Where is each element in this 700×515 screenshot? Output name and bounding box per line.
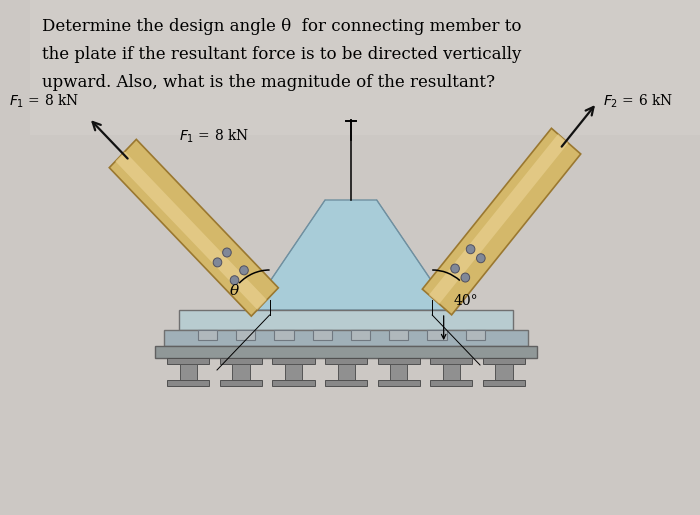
FancyBboxPatch shape — [236, 330, 256, 340]
FancyBboxPatch shape — [390, 364, 407, 380]
FancyBboxPatch shape — [31, 0, 700, 135]
FancyBboxPatch shape — [285, 364, 302, 380]
FancyBboxPatch shape — [220, 358, 262, 364]
FancyBboxPatch shape — [389, 330, 408, 340]
Circle shape — [466, 245, 475, 254]
FancyBboxPatch shape — [430, 380, 473, 386]
FancyBboxPatch shape — [378, 380, 420, 386]
Text: 40°: 40° — [453, 294, 478, 308]
Text: θ: θ — [230, 284, 239, 298]
Polygon shape — [251, 200, 452, 310]
Text: $F_1$ = 8 kN: $F_1$ = 8 kN — [9, 93, 79, 110]
FancyBboxPatch shape — [167, 358, 209, 364]
FancyBboxPatch shape — [180, 364, 197, 380]
FancyBboxPatch shape — [274, 330, 293, 340]
FancyBboxPatch shape — [325, 380, 368, 386]
Circle shape — [239, 266, 248, 275]
FancyBboxPatch shape — [337, 364, 355, 380]
FancyBboxPatch shape — [272, 358, 314, 364]
Polygon shape — [116, 151, 267, 310]
Polygon shape — [422, 128, 581, 315]
FancyBboxPatch shape — [466, 330, 485, 340]
Polygon shape — [429, 134, 568, 304]
FancyBboxPatch shape — [220, 380, 262, 386]
FancyBboxPatch shape — [378, 358, 420, 364]
FancyBboxPatch shape — [178, 310, 514, 330]
Circle shape — [477, 254, 485, 263]
Circle shape — [214, 258, 222, 267]
Circle shape — [230, 276, 239, 285]
FancyBboxPatch shape — [272, 380, 314, 386]
Text: the plate if the resultant force is to be directed vertically: the plate if the resultant force is to b… — [42, 46, 522, 63]
FancyBboxPatch shape — [483, 380, 525, 386]
FancyBboxPatch shape — [167, 380, 209, 386]
FancyBboxPatch shape — [164, 330, 528, 346]
Circle shape — [451, 264, 459, 273]
FancyBboxPatch shape — [351, 330, 370, 340]
Text: $F_1$ = 8 kN: $F_1$ = 8 kN — [178, 128, 249, 145]
FancyBboxPatch shape — [496, 364, 512, 380]
FancyBboxPatch shape — [442, 364, 460, 380]
FancyBboxPatch shape — [428, 330, 447, 340]
Text: upward. Also, what is the magnitude of the resultant?: upward. Also, what is the magnitude of t… — [42, 74, 495, 91]
Text: Determine the design angle θ  for connecting member to: Determine the design angle θ for connect… — [42, 18, 522, 35]
Circle shape — [461, 273, 470, 282]
FancyBboxPatch shape — [313, 330, 332, 340]
FancyBboxPatch shape — [155, 346, 538, 358]
FancyBboxPatch shape — [430, 358, 473, 364]
Circle shape — [223, 248, 231, 257]
FancyBboxPatch shape — [198, 330, 217, 340]
Text: $F_2$ = 6 kN: $F_2$ = 6 kN — [603, 92, 673, 110]
FancyBboxPatch shape — [483, 358, 525, 364]
FancyBboxPatch shape — [232, 364, 249, 380]
FancyBboxPatch shape — [325, 358, 368, 364]
Polygon shape — [109, 140, 279, 316]
